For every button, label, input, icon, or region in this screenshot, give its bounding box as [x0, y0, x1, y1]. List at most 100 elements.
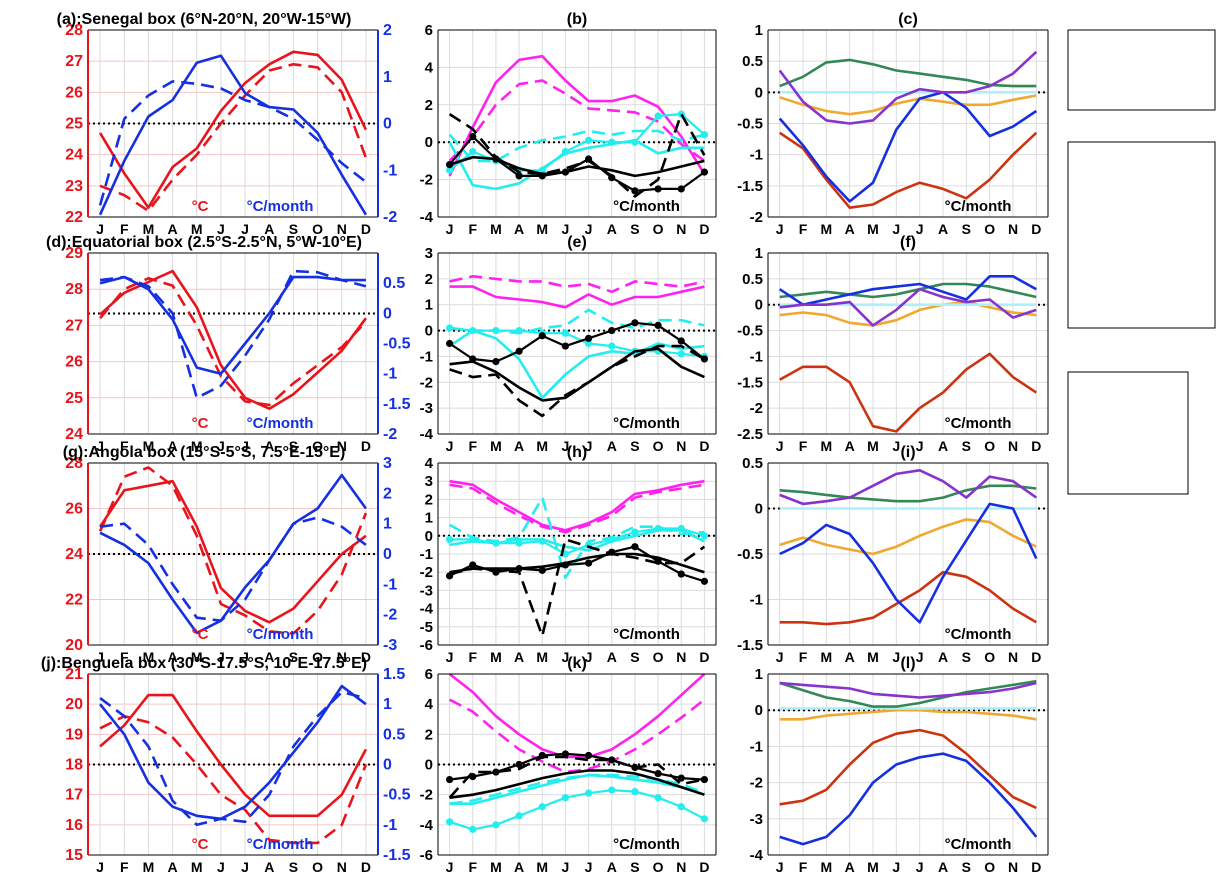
panel-title: (k) — [567, 655, 587, 672]
series-line-entr — [779, 679, 1037, 708]
x-tick-label: S — [289, 438, 298, 454]
x-tick-label: J — [776, 221, 784, 237]
x-tick-label: N — [337, 221, 347, 237]
x-tick-label: D — [1031, 649, 1041, 665]
y-tick-label: -6 — [420, 637, 433, 654]
series-marker — [561, 168, 570, 176]
y-tick-label: 19 — [65, 726, 83, 743]
y-tick-label: 23 — [65, 178, 83, 195]
y-tick-label: 24 — [65, 546, 83, 563]
series-marker — [700, 131, 709, 139]
series-marker — [445, 339, 454, 348]
y-tick-label: -2.5 — [737, 426, 763, 443]
y-tick-label: -0.5 — [737, 323, 763, 340]
series-marker — [445, 775, 454, 784]
x-tick-label: D — [361, 438, 371, 454]
series-line-h-adv-obs — [448, 139, 705, 191]
x-tick-label: J — [776, 438, 784, 454]
x-tick-label: N — [676, 859, 686, 875]
x-tick-label: A — [264, 649, 274, 665]
y-tick-label: -1.5 — [737, 374, 763, 391]
series-marker — [700, 355, 709, 363]
x-tick-label: S — [289, 859, 298, 875]
x-tick-label: A — [845, 221, 855, 237]
y-tick-label: 2 — [425, 97, 433, 114]
x-tick-label: O — [653, 649, 664, 665]
y-tick-label: 0 — [425, 134, 433, 151]
x-tick-label: F — [120, 649, 129, 665]
y-tick-label: -4 — [420, 817, 434, 834]
x-tick-label: J — [96, 221, 104, 237]
y-tick-label: 26 — [65, 354, 83, 371]
y-tick-label: 6 — [425, 22, 433, 39]
y-tick-label: -1.5 — [737, 178, 763, 195]
y-tick-label: 28 — [65, 281, 83, 298]
unit-label-right: °C/month — [247, 836, 314, 853]
y-right-tick-label: -2 — [383, 209, 397, 226]
x-tick-label: J — [446, 859, 454, 875]
x-tick-label: J — [585, 221, 593, 237]
y-tick-label: -2 — [420, 787, 433, 804]
y-right-tick-label: 3 — [383, 455, 392, 472]
series-marker — [677, 524, 685, 533]
series-marker — [538, 803, 546, 811]
y-right-tick-label: -3 — [383, 637, 397, 654]
series-marker — [561, 561, 570, 569]
x-tick-label: M — [536, 438, 548, 454]
x-tick-label: J — [96, 649, 104, 665]
x-tick-label: A — [938, 859, 948, 875]
x-tick-label: A — [938, 438, 948, 454]
y-right-tick-label: 0 — [383, 757, 392, 774]
x-tick-label: J — [562, 438, 570, 454]
y-tick-label: 3 — [425, 245, 433, 262]
series-marker — [492, 568, 500, 576]
series-marker — [631, 543, 639, 551]
series-line-dsst-dt-mod — [98, 80, 367, 206]
x-tick-label: A — [168, 438, 178, 454]
y-tick-label: -3 — [750, 811, 763, 828]
x-tick-label: D — [699, 859, 709, 875]
series-line-hflux-obs — [448, 54, 706, 177]
y-tick-label: 20 — [65, 696, 83, 713]
series-marker — [561, 147, 570, 156]
series-line-u-adv — [779, 752, 1038, 846]
y-tick-label: 16 — [65, 817, 83, 834]
series-marker — [584, 136, 593, 144]
y-right-tick-label: 1 — [383, 696, 392, 713]
series-line-dsst-dt-obs — [99, 473, 367, 635]
y-tick-label: 0 — [425, 757, 433, 774]
series-line-resi-mod-off — [449, 752, 705, 781]
series-marker — [608, 342, 616, 350]
series-line-resi-mod-off — [448, 321, 706, 363]
y-right-tick-label: -0.5 — [383, 336, 411, 353]
y-tick-label: -1.5 — [737, 637, 763, 654]
series-marker — [654, 794, 662, 802]
y-tick-label: 0 — [755, 84, 763, 101]
x-tick-label: S — [962, 438, 971, 454]
series-marker — [608, 756, 616, 764]
series-marker — [492, 768, 500, 776]
y-right-tick-label: 2 — [383, 22, 392, 39]
y-tick-label: -5 — [420, 619, 433, 636]
series-marker — [538, 172, 546, 180]
y-tick-label: -3 — [420, 582, 433, 599]
series-line-v-adv — [778, 50, 1038, 125]
series-marker — [608, 786, 616, 794]
x-tick-label: M — [867, 859, 879, 875]
panel-title: (l) — [900, 655, 915, 672]
series-line-v-adv — [779, 287, 1037, 327]
y-tick-label: -1 — [750, 147, 763, 164]
series-line-dsst-dt-mod — [99, 516, 367, 623]
y-right-tick-label: 1 — [383, 516, 392, 533]
series-marker — [677, 337, 685, 345]
legend-terms-box — [1067, 141, 1216, 329]
series-marker — [469, 561, 477, 569]
series-marker — [631, 763, 639, 772]
y-tick-label: 27 — [65, 53, 83, 70]
series-line-u-adv — [779, 502, 1038, 624]
y-tick-label: 27 — [65, 317, 83, 334]
